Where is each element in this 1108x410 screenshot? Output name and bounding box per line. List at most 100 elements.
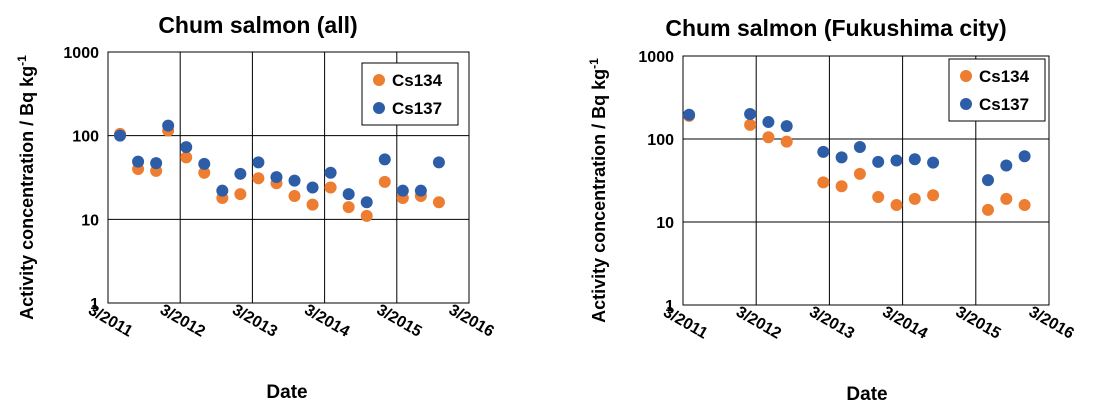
chart-title: Chum salmon (Fukushima city) (665, 15, 1006, 41)
data-point-cs137 (342, 188, 355, 201)
data-point-cs137 (762, 116, 775, 129)
chart-panel-1: Chum salmon (all) 1 10 100 1000 3/2011 3/2012 3… (15, 12, 497, 403)
data-point-cs137 (360, 196, 373, 209)
data-point-cs137 (180, 141, 193, 154)
y-tick-label: 100 (72, 129, 99, 146)
x-tick-label: 3/2016 (1026, 304, 1077, 343)
legend-label-cs137: Cs137 (392, 99, 442, 118)
data-point-cs134 (324, 181, 337, 194)
data-point-cs134 (890, 199, 903, 212)
y-tick-label: 1 (665, 298, 674, 315)
data-point-cs137 (396, 184, 409, 197)
legend-label-cs137: Cs137 (979, 95, 1029, 114)
legend-marker-cs137 (960, 98, 972, 110)
y-tick-label: 1000 (63, 45, 99, 62)
x-tick-label: 3/2012 (157, 302, 208, 341)
data-point-cs134 (180, 151, 193, 164)
data-point-cs134 (378, 175, 391, 188)
data-point-cs134 (744, 118, 757, 131)
x-tick-label: 3/2014 (879, 304, 930, 343)
data-point-cs137 (1018, 150, 1031, 163)
legend-label-cs134: Cs134 (979, 67, 1030, 86)
data-point-cs137 (378, 153, 391, 166)
x-tick-label: 3/2016 (446, 302, 497, 341)
data-point-cs137 (132, 155, 145, 168)
data-point-cs137 (234, 167, 247, 180)
data-point-cs134 (288, 190, 301, 203)
legend-marker-cs137 (373, 102, 385, 114)
data-point-cs137 (252, 156, 265, 169)
data-point-cs137 (114, 129, 127, 142)
data-point-cs137 (198, 157, 211, 170)
legend-marker-cs134 (960, 70, 972, 82)
data-point-cs134 (360, 209, 373, 222)
y-tick-label: 1000 (638, 49, 674, 66)
x-tick-label: 3/2011 (660, 304, 710, 343)
x-axis-label: Date (846, 384, 887, 405)
data-point-cs134 (432, 196, 445, 209)
y-axis-label: Activity concentration / Bq kg-1 (587, 58, 609, 323)
plot-area (682, 55, 1050, 306)
data-point-cs134 (342, 201, 355, 214)
x-axis-label: Date (266, 382, 307, 403)
x-tick-label: 3/2012 (733, 304, 784, 343)
data-point-cs137 (853, 141, 866, 154)
y-tick-label: 100 (647, 132, 674, 149)
data-point-cs137 (162, 119, 175, 132)
data-point-cs137 (270, 171, 283, 184)
chart-title: Chum salmon (all) (158, 12, 357, 38)
data-point-cs134 (252, 172, 265, 185)
data-point-cs137 (1000, 159, 1013, 172)
data-point-cs137 (432, 156, 445, 169)
legend-label-cs134: Cs134 (392, 71, 443, 90)
x-tick-label: 3/2011 (85, 302, 135, 341)
plot-area (107, 51, 470, 304)
data-point-cs134 (927, 189, 940, 202)
data-point-cs137 (683, 108, 696, 121)
data-point-cs137 (982, 174, 994, 187)
y-axis-label-superscript: -1 (587, 58, 601, 69)
data-point-cs137 (927, 156, 940, 169)
data-point-cs134 (1000, 192, 1013, 205)
data-point-cs137 (150, 157, 163, 170)
y-axis-label: Activity concentration / Bq kg-1 (15, 55, 37, 320)
y-tick-label: 10 (81, 212, 99, 229)
data-point-cs137 (835, 151, 848, 164)
x-tick-label: 3/2015 (374, 302, 425, 341)
data-point-cs134 (306, 198, 319, 211)
x-tick-label: 3/2015 (953, 304, 1004, 343)
legend-box (361, 62, 459, 126)
data-point-cs134 (234, 188, 247, 201)
y-tick-label: 1 (90, 296, 99, 313)
data-point-cs137 (780, 120, 793, 133)
chart-panel-2: Chum salmon (Fukushima city) 1 10 100 1000 3/… (587, 15, 1077, 405)
data-point-cs134 (817, 176, 830, 189)
data-point-cs137 (414, 184, 427, 197)
x-tick-label: 3/2013 (806, 304, 857, 343)
series-cs137 (683, 108, 1031, 187)
x-tick-label: 3/2013 (229, 302, 280, 341)
data-point-cs134 (198, 166, 211, 179)
data-point-cs137 (216, 184, 229, 197)
legend-box (948, 58, 1046, 122)
data-point-cs134 (762, 131, 775, 144)
data-point-cs134 (780, 135, 793, 148)
data-point-cs134 (872, 191, 885, 204)
data-point-cs134 (908, 192, 921, 205)
x-tick-label: 3/2014 (301, 302, 352, 341)
legend: Cs134 Cs137 (948, 58, 1046, 122)
data-point-cs134 (982, 203, 994, 216)
data-point-cs137 (908, 153, 921, 166)
data-point-cs137 (324, 166, 337, 179)
y-axis-label-superscript: -1 (15, 55, 29, 66)
data-point-cs137 (890, 154, 903, 167)
data-point-cs137 (744, 108, 757, 121)
data-point-cs137 (872, 155, 885, 168)
series-cs137 (114, 119, 445, 209)
legend: Cs134 Cs137 (361, 62, 459, 126)
data-point-cs134 (835, 180, 848, 193)
data-point-cs137 (288, 174, 301, 187)
data-point-cs137 (306, 181, 319, 194)
